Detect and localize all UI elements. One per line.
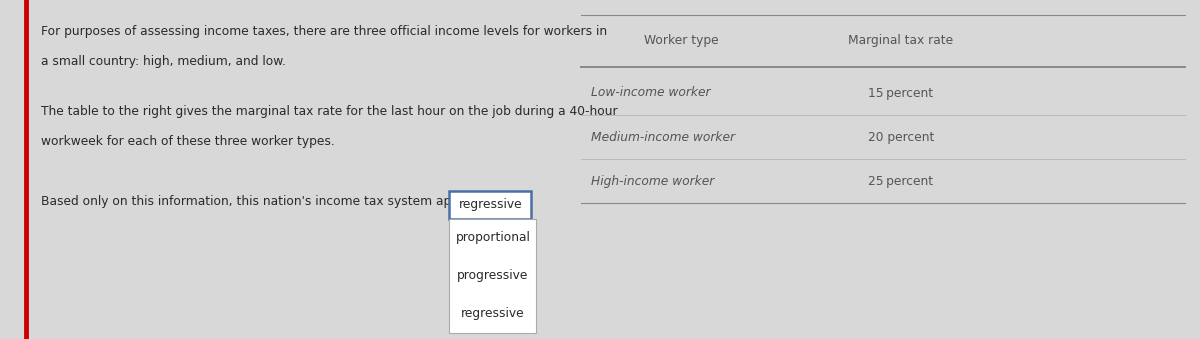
Bar xyxy=(449,191,532,219)
Text: a small country: high, medium, and low.: a small country: high, medium, and low. xyxy=(42,55,287,68)
Text: Worker type: Worker type xyxy=(643,35,719,47)
Text: 15 percent: 15 percent xyxy=(869,86,934,100)
Text: The table to the right gives the marginal tax rate for the last hour on the job : The table to the right gives the margina… xyxy=(42,105,618,118)
Bar xyxy=(449,219,536,333)
Text: 20 percent: 20 percent xyxy=(868,131,934,144)
Text: proportional: proportional xyxy=(456,232,530,244)
Text: workweek for each of these three worker types.: workweek for each of these three worker … xyxy=(42,135,335,148)
Text: High-income worker: High-income worker xyxy=(590,175,714,188)
Text: Based only on this information, this nation's income tax system appears to be: Based only on this information, this nat… xyxy=(42,195,526,208)
Text: regressive: regressive xyxy=(458,199,522,212)
Text: Marginal tax rate: Marginal tax rate xyxy=(848,35,954,47)
Text: Low-income worker: Low-income worker xyxy=(590,86,710,100)
Text: Medium-income worker: Medium-income worker xyxy=(590,131,734,144)
Text: For purposes of assessing income taxes, there are three official income levels f: For purposes of assessing income taxes, … xyxy=(42,25,607,38)
Text: regressive: regressive xyxy=(461,307,524,320)
Text: 25 percent: 25 percent xyxy=(869,175,934,188)
Text: progressive: progressive xyxy=(457,270,528,282)
